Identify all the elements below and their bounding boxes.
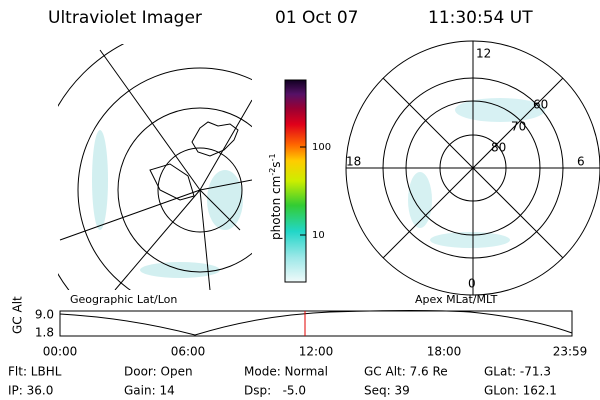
footer-field: Flt: LBHL (8, 365, 62, 379)
unit-exp: -2 (268, 168, 277, 176)
apex-label: Apex MLat/MLT (415, 293, 498, 306)
x-tick-label: 12:00 (299, 345, 334, 359)
footer: Flt: LBHL Door: Open Mode: Normal GC Alt: 7… (8, 365, 557, 398)
title: Ultraviolet Imager (48, 8, 202, 28)
mlat-label: 70 (511, 120, 526, 134)
y-tick-label: 1.8 (35, 326, 54, 340)
x-tick-label: 18:00 (427, 345, 462, 359)
y-tick-label: 9.0 (35, 308, 54, 322)
y-label: GC Alt (11, 296, 25, 334)
polar-plot: 12 18 6 0 60 70 80 (345, 40, 600, 296)
footer-field: Gain: 14 (124, 384, 175, 398)
x-tick-label: 23:59 (553, 345, 588, 359)
mlt-label: 12 (476, 47, 491, 61)
geo-label: Geographic Lat/Lon (70, 293, 177, 306)
colorbar-tick-label: 100 (312, 142, 331, 153)
footer-field: Seq: 39 (364, 384, 410, 398)
x-tick-label: 00:00 (43, 345, 78, 359)
footer-field: Dsp: -5.0 (244, 384, 306, 398)
colorbar-label: photon cm-2s-1 (268, 153, 283, 240)
mlat-label: 80 (491, 141, 506, 155)
footer-field: GLon: 162.1 (484, 384, 557, 398)
geo-map (58, 44, 252, 290)
unit: photon cm (269, 176, 283, 240)
time: 11:30:54 UT (428, 8, 533, 28)
footer-field: GLat: -71.3 (484, 365, 551, 379)
colorbar (284, 79, 307, 283)
mlt-label: 0 (468, 277, 476, 291)
x-tick-label: 06:00 (171, 345, 206, 359)
mlt-label: 6 (577, 155, 585, 169)
footer-field: Mode: Normal (244, 365, 328, 379)
colorbar-tick-label: 10 (312, 230, 325, 241)
date: 01 Oct 07 (275, 8, 358, 28)
footer-field: Door: Open (124, 365, 193, 379)
mlat-label: 60 (533, 98, 548, 112)
unit: s (269, 161, 283, 167)
footer-field: GC Alt: 7.6 Re (364, 365, 448, 379)
mlt-label: 18 (346, 155, 361, 169)
footer-field: IP: 36.0 (8, 384, 53, 398)
altitude-plot: GC Alt 9.0 1.8 00:00 06:00 12:00 18:00 2… (11, 296, 588, 359)
unit-exp: -1 (268, 153, 277, 161)
